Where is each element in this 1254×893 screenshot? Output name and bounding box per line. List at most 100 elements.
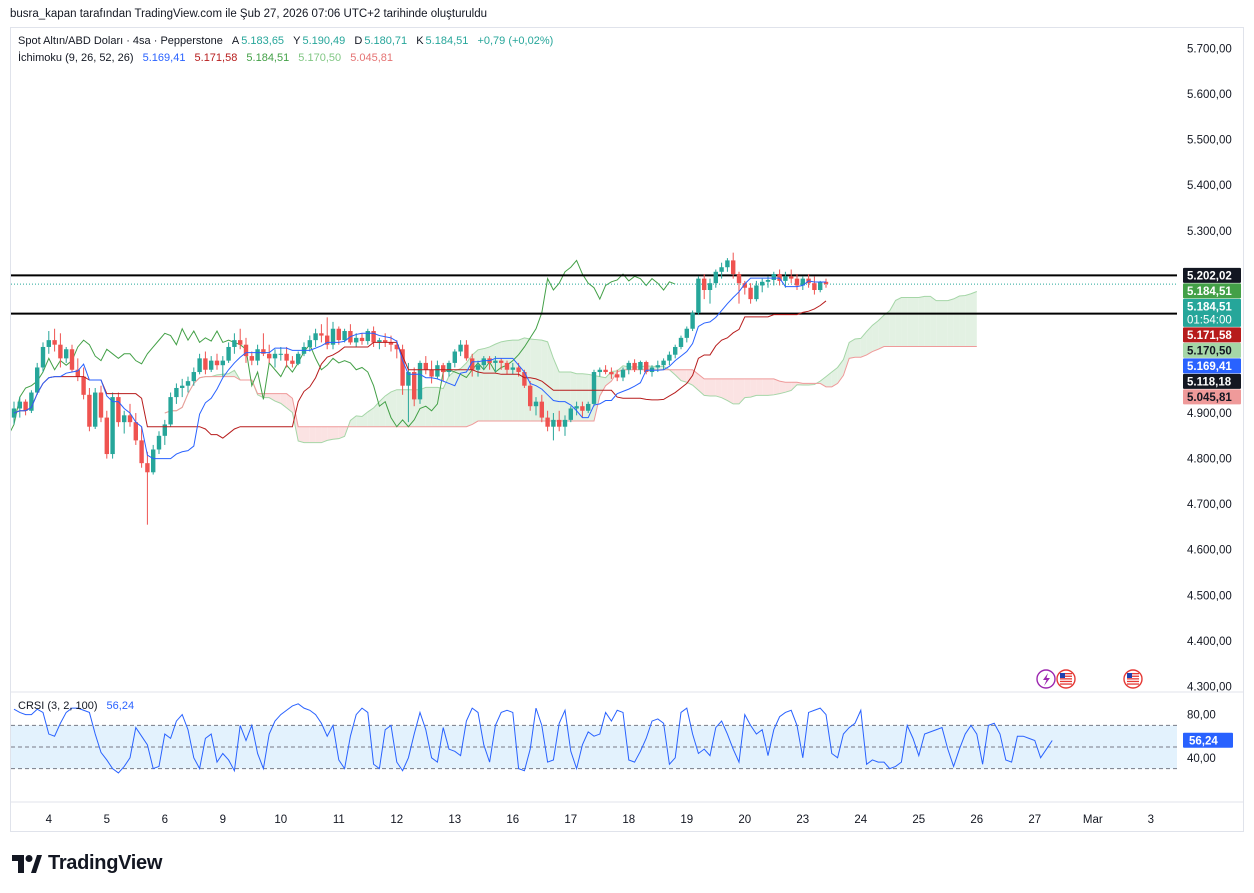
candle bbox=[603, 365, 608, 375]
cloud-segment bbox=[379, 395, 386, 427]
us-flag-event-icon bbox=[1056, 669, 1076, 689]
candle-body bbox=[151, 449, 156, 473]
candle bbox=[354, 333, 359, 347]
candle bbox=[168, 392, 173, 427]
candle-body bbox=[760, 281, 765, 286]
candle bbox=[139, 426, 144, 468]
cloud-segment bbox=[425, 387, 432, 427]
ichimoku-label[interactable]: İchimoku (9, 26, 52, 26) bbox=[18, 52, 134, 64]
price-tick-label: 4.600,00 bbox=[1187, 545, 1232, 557]
cloud-segment bbox=[292, 398, 299, 441]
candle-body bbox=[75, 369, 80, 377]
time-tick-label: 9 bbox=[220, 814, 226, 826]
candle bbox=[52, 328, 57, 352]
cloud-segment bbox=[820, 376, 826, 387]
candle bbox=[481, 356, 486, 370]
candle-body bbox=[574, 406, 579, 409]
candle-body bbox=[255, 349, 260, 361]
price-axis-label: 5.170,50 bbox=[1183, 342, 1241, 358]
candle-body bbox=[725, 260, 730, 268]
candle-body bbox=[499, 360, 504, 363]
candle bbox=[406, 362, 411, 423]
candle-body bbox=[226, 346, 231, 361]
candle-body bbox=[359, 337, 365, 342]
chart-canvas[interactable]: 5.700,00 5.600,00 5.500,00 5.400,00 5.300,00… bbox=[11, 28, 1243, 831]
candle bbox=[620, 367, 626, 382]
candle bbox=[81, 367, 86, 400]
candle-body bbox=[522, 372, 527, 386]
candle-body bbox=[406, 372, 411, 386]
candle bbox=[243, 337, 249, 363]
candle bbox=[325, 317, 330, 350]
cloud-segment bbox=[959, 295, 966, 347]
flag-canton bbox=[1127, 673, 1132, 678]
candle-body bbox=[655, 365, 660, 368]
candle bbox=[667, 351, 672, 366]
candle bbox=[145, 451, 150, 525]
cloud-segment bbox=[756, 378, 763, 396]
cloud-segment bbox=[831, 367, 838, 387]
close-label: K bbox=[416, 35, 424, 47]
cloud-segment bbox=[333, 426, 339, 440]
candle-body bbox=[423, 362, 428, 370]
price-tick-label: 4.300,00 bbox=[1187, 681, 1232, 693]
candle bbox=[174, 383, 179, 404]
price-tick-label: 5.600,00 bbox=[1187, 89, 1232, 101]
cloud-segment bbox=[454, 368, 461, 427]
candle-body bbox=[122, 415, 127, 423]
candle-body bbox=[145, 463, 150, 473]
candle-body bbox=[731, 260, 736, 275]
cloud-segment bbox=[924, 296, 931, 347]
candle-body bbox=[713, 271, 718, 284]
candle-body bbox=[272, 353, 278, 359]
tradingview-logo[interactable]: TradingView bbox=[12, 852, 162, 875]
candle bbox=[597, 367, 602, 377]
symbol-label[interactable]: Spot Altın/ABD Doları · 4sa · Pepperston… bbox=[18, 35, 223, 47]
candle bbox=[789, 269, 794, 284]
candle-body bbox=[609, 372, 614, 375]
candle-body bbox=[110, 397, 115, 455]
candle-body bbox=[400, 349, 405, 386]
candle bbox=[539, 394, 544, 423]
candle-body bbox=[209, 360, 214, 370]
cloud-segment bbox=[327, 426, 333, 441]
price-axis-label-text: 5.118,18 bbox=[1187, 376, 1232, 388]
candle-body bbox=[365, 331, 370, 342]
cloud-segment bbox=[338, 426, 345, 439]
candle-body bbox=[777, 274, 782, 281]
cloud-segment bbox=[675, 369, 681, 381]
candle bbox=[377, 337, 382, 350]
candle-body bbox=[330, 328, 336, 345]
candle bbox=[586, 401, 591, 414]
time-tick-label: 5 bbox=[104, 814, 110, 826]
time-tick-label: 10 bbox=[274, 814, 287, 826]
price-axis-label-text: 5.184,51 bbox=[1187, 301, 1232, 313]
candle-body bbox=[354, 337, 359, 343]
candle-body bbox=[551, 419, 556, 427]
crsi-label[interactable]: CRSI (3, 2, 100) bbox=[18, 700, 98, 712]
candle-body bbox=[417, 362, 423, 400]
candle-body bbox=[185, 381, 191, 386]
flag-stripe bbox=[1127, 678, 1139, 680]
candle-body bbox=[464, 344, 469, 359]
price-axis-label-box bbox=[1183, 327, 1241, 343]
candle-body bbox=[765, 279, 771, 282]
candle-body bbox=[69, 349, 75, 370]
cloud-segment bbox=[367, 407, 374, 427]
low-label: D bbox=[354, 35, 363, 47]
candle bbox=[348, 324, 353, 345]
price-axis-label-box bbox=[1183, 342, 1241, 358]
crsi-value: 56,24 bbox=[106, 700, 135, 712]
candle bbox=[255, 344, 260, 366]
candle bbox=[441, 362, 446, 382]
price-tick-label: 4.400,00 bbox=[1187, 636, 1232, 648]
cloud-segment bbox=[843, 342, 850, 376]
cloud-segment bbox=[483, 346, 490, 422]
cloud-segment bbox=[779, 381, 786, 394]
candle-body bbox=[104, 417, 109, 455]
cloud-segment bbox=[704, 378, 710, 396]
flag-stripe bbox=[1060, 678, 1072, 680]
candles bbox=[11, 252, 829, 525]
candle bbox=[707, 278, 713, 304]
candle bbox=[423, 356, 428, 375]
